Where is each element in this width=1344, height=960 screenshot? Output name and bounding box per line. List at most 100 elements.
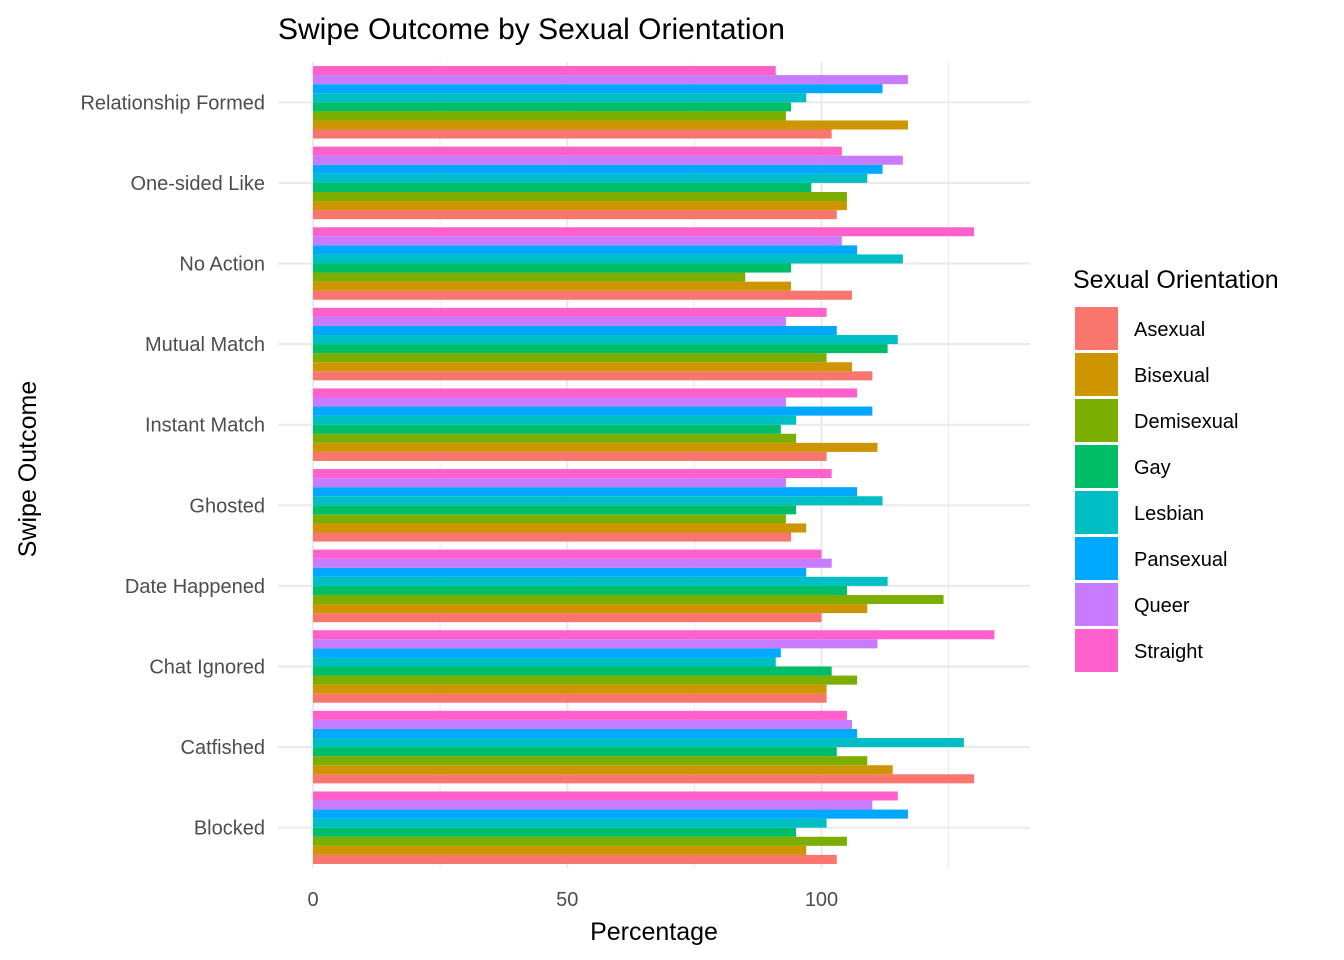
bar-bisexual-catfished — [313, 765, 893, 775]
bar-bisexual-one-sided-like — [313, 201, 847, 211]
y-tick-label: Chat Ignored — [149, 657, 265, 679]
bar-bisexual-blocked — [313, 845, 807, 855]
legend-label-gay: Gay — [1134, 457, 1171, 479]
y-tick-label: Instant Match — [145, 415, 265, 437]
bar-straight-no-action — [313, 227, 975, 237]
legend-swatch-asexual — [1075, 307, 1118, 350]
x-tick-labels: 0 50 100 — [307, 889, 838, 911]
bar-bisexual-relationship-formed — [313, 120, 908, 130]
bar-lesbian-no-action — [313, 254, 903, 264]
bar-lesbian-instant-match — [313, 415, 797, 425]
y-tick-label: Date Happened — [125, 576, 265, 598]
legend-swatch-gay — [1075, 445, 1118, 488]
bar-demisexual-one-sided-like — [313, 191, 847, 202]
bar-gay-chat-ignored — [313, 666, 832, 676]
bar-gay-date-happened — [313, 585, 847, 595]
bar-asexual-chat-ignored — [313, 693, 827, 703]
bar-queer-instant-match — [313, 397, 786, 407]
legend-label-pansexual: Pansexual — [1134, 549, 1227, 571]
bar-bisexual-no-action — [313, 281, 791, 291]
bar-gay-instant-match — [313, 424, 781, 434]
bar-lesbian-chat-ignored — [313, 657, 776, 667]
bar-straight-relationship-formed — [313, 66, 776, 76]
bar-straight-ghosted — [313, 469, 832, 479]
legend-swatch-queer — [1075, 583, 1118, 626]
bar-asexual-instant-match — [313, 451, 827, 461]
bar-straight-instant-match — [313, 388, 858, 398]
bar-demisexual-no-action — [313, 272, 746, 282]
y-tick-label: Relationship Formed — [80, 92, 265, 114]
legend-swatch-lesbian — [1075, 491, 1118, 534]
y-tick-label: Blocked — [194, 818, 265, 840]
chart-title: Swipe Outcome by Sexual Orientation — [278, 13, 785, 46]
bar-asexual-relationship-formed — [313, 129, 832, 139]
bar-queer-date-happened — [313, 558, 832, 568]
legend-swatch-straight — [1075, 629, 1118, 672]
bar-asexual-mutual-match — [313, 371, 873, 381]
y-tick-label: No Action — [179, 254, 265, 276]
bar-lesbian-ghosted — [313, 496, 883, 506]
bar-gay-mutual-match — [313, 344, 888, 354]
bar-asexual-blocked — [313, 854, 837, 864]
y-tick-labels: Blocked Catfished Chat Ignored Date Happene… — [80, 92, 265, 839]
x-axis-title: Percentage — [590, 918, 718, 946]
y-axis-title: Swipe Outcome — [14, 381, 42, 557]
bar-demisexual-chat-ignored — [313, 675, 858, 685]
bar-pansexual-relationship-formed — [313, 84, 883, 94]
bar-lesbian-relationship-formed — [313, 93, 807, 103]
bar-asexual-catfished — [313, 774, 975, 784]
bar-queer-one-sided-like — [313, 155, 903, 165]
bar-pansexual-ghosted — [313, 487, 858, 497]
bar-bisexual-mutual-match — [313, 362, 853, 372]
bar-pansexual-catfished — [313, 728, 858, 739]
bar-gay-catfished — [313, 747, 837, 757]
bar-pansexual-one-sided-like — [313, 164, 883, 174]
bar-lesbian-blocked — [313, 818, 827, 828]
bar-queer-chat-ignored — [313, 639, 878, 649]
bar-queer-blocked — [313, 800, 873, 810]
bar-lesbian-date-happened — [313, 576, 888, 586]
bar-straight-mutual-match — [313, 307, 827, 317]
bar-bisexual-chat-ignored — [313, 684, 827, 694]
bar-pansexual-date-happened — [313, 567, 807, 577]
legend-label-demisexual: Demisexual — [1134, 411, 1238, 433]
bar-lesbian-one-sided-like — [313, 173, 868, 183]
x-tick-label: 100 — [805, 889, 838, 911]
legend-swatch-demisexual — [1075, 399, 1118, 442]
bar-asexual-no-action — [313, 290, 853, 300]
bar-gay-relationship-formed — [313, 102, 791, 112]
bar-bisexual-ghosted — [313, 523, 807, 533]
y-tick-label: Mutual Match — [145, 334, 265, 356]
bar-straight-blocked — [313, 791, 898, 801]
bar-straight-one-sided-like — [313, 146, 842, 156]
bar-demisexual-catfished — [313, 756, 868, 766]
bar-pansexual-blocked — [313, 809, 908, 819]
bar-bisexual-instant-match — [313, 442, 878, 452]
bar-queer-no-action — [313, 236, 842, 246]
bars-layer — [313, 66, 995, 864]
x-tick-label: 0 — [307, 889, 318, 911]
legend-label-lesbian: Lesbian — [1134, 503, 1204, 525]
bar-pansexual-mutual-match — [313, 325, 837, 336]
bar-straight-chat-ignored — [313, 630, 995, 640]
bar-demisexual-ghosted — [313, 514, 786, 524]
bar-straight-catfished — [313, 710, 847, 720]
bar-pansexual-no-action — [313, 245, 858, 255]
bar-gay-one-sided-like — [313, 182, 812, 192]
bar-queer-ghosted — [313, 478, 786, 488]
bar-queer-mutual-match — [313, 316, 786, 326]
legend-title: Sexual Orientation — [1073, 266, 1279, 294]
legend: Sexual Orientation Asexual Bisexual Demise… — [1073, 266, 1279, 672]
bar-queer-relationship-formed — [313, 75, 908, 85]
bar-gay-ghosted — [313, 505, 797, 515]
legend-label-bisexual: Bisexual — [1134, 365, 1210, 387]
legend-swatch-bisexual — [1075, 353, 1118, 396]
bar-pansexual-chat-ignored — [313, 648, 781, 658]
bar-bisexual-date-happened — [313, 604, 868, 614]
bar-demisexual-date-happened — [313, 594, 944, 605]
bar-queer-catfished — [313, 719, 853, 729]
legend-label-straight: Straight — [1134, 641, 1203, 663]
bar-lesbian-catfished — [313, 738, 964, 748]
